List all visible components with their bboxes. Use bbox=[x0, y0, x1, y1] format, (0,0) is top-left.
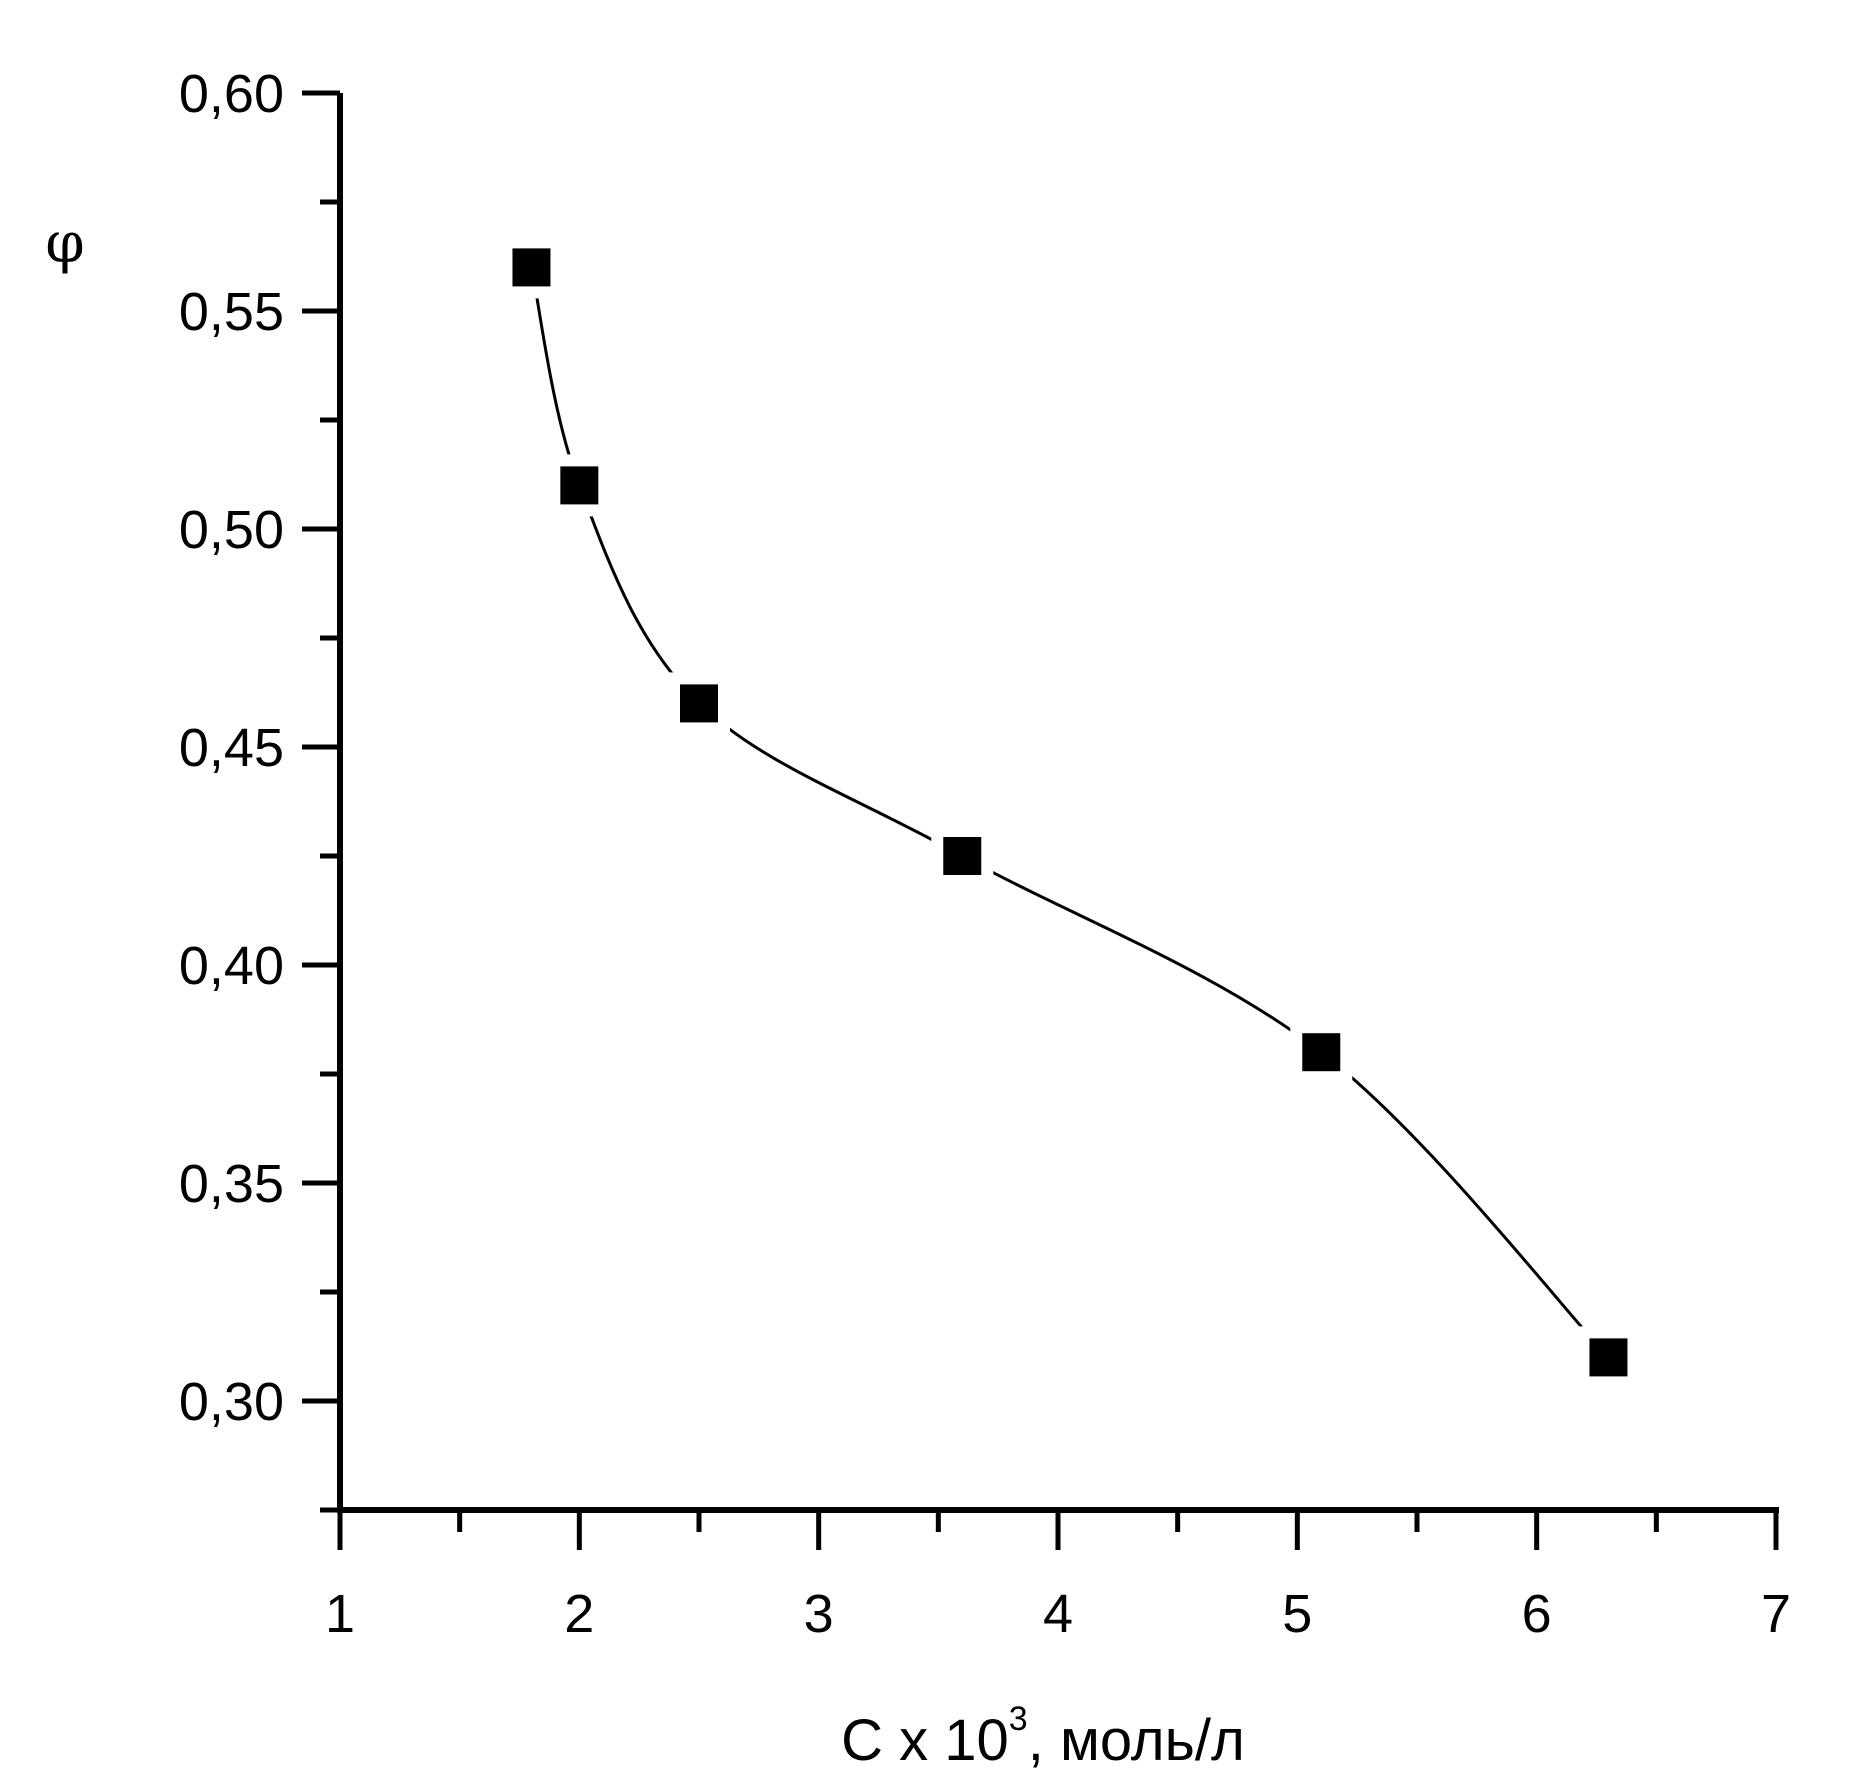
y-tick-label: 0,45 bbox=[179, 718, 284, 778]
data-point bbox=[943, 837, 982, 875]
series-curve bbox=[530, 267, 1610, 1359]
data-point bbox=[560, 466, 599, 505]
x-tick-label: 6 bbox=[1522, 1584, 1552, 1644]
y-tick-label: 0,40 bbox=[179, 936, 284, 996]
data-point bbox=[512, 248, 551, 287]
tick-labels: 0,30 0,35 0,40 0,45 0,50 0,55 0,60 1 2 3 4 5 6 7 bbox=[179, 64, 1791, 1644]
x-axis-label-superscript: 3 bbox=[1009, 1700, 1028, 1738]
x-tick-label: 2 bbox=[564, 1584, 594, 1644]
y-tick-label: 0,60 bbox=[179, 64, 284, 124]
data-point bbox=[1589, 1338, 1628, 1377]
axes bbox=[337, 93, 1779, 1513]
x-tick-label: 3 bbox=[804, 1584, 834, 1644]
x-tick-label: 7 bbox=[1761, 1584, 1791, 1644]
y-tick-label: 0,50 bbox=[179, 500, 284, 560]
x-axis-label: C x 103, моль/л bbox=[841, 1700, 1245, 1773]
y-tick-label: 0,35 bbox=[179, 1154, 284, 1214]
y-axis-label: φ bbox=[45, 211, 84, 276]
x-tick-label: 1 bbox=[325, 1584, 355, 1644]
ticks bbox=[302, 90, 1779, 1550]
y-tick-label: 0,30 bbox=[179, 1372, 284, 1432]
x-tick-label: 5 bbox=[1282, 1584, 1312, 1644]
x-axis-label-suffix: , моль/л bbox=[1028, 1708, 1245, 1773]
x-tick-label: 4 bbox=[1043, 1584, 1073, 1644]
markers bbox=[500, 236, 1640, 1389]
data-point bbox=[1302, 1033, 1341, 1072]
y-tick-label: 0,55 bbox=[179, 282, 284, 342]
x-axis-label-prefix: C x 10 bbox=[841, 1708, 1009, 1773]
data-point bbox=[680, 684, 718, 723]
